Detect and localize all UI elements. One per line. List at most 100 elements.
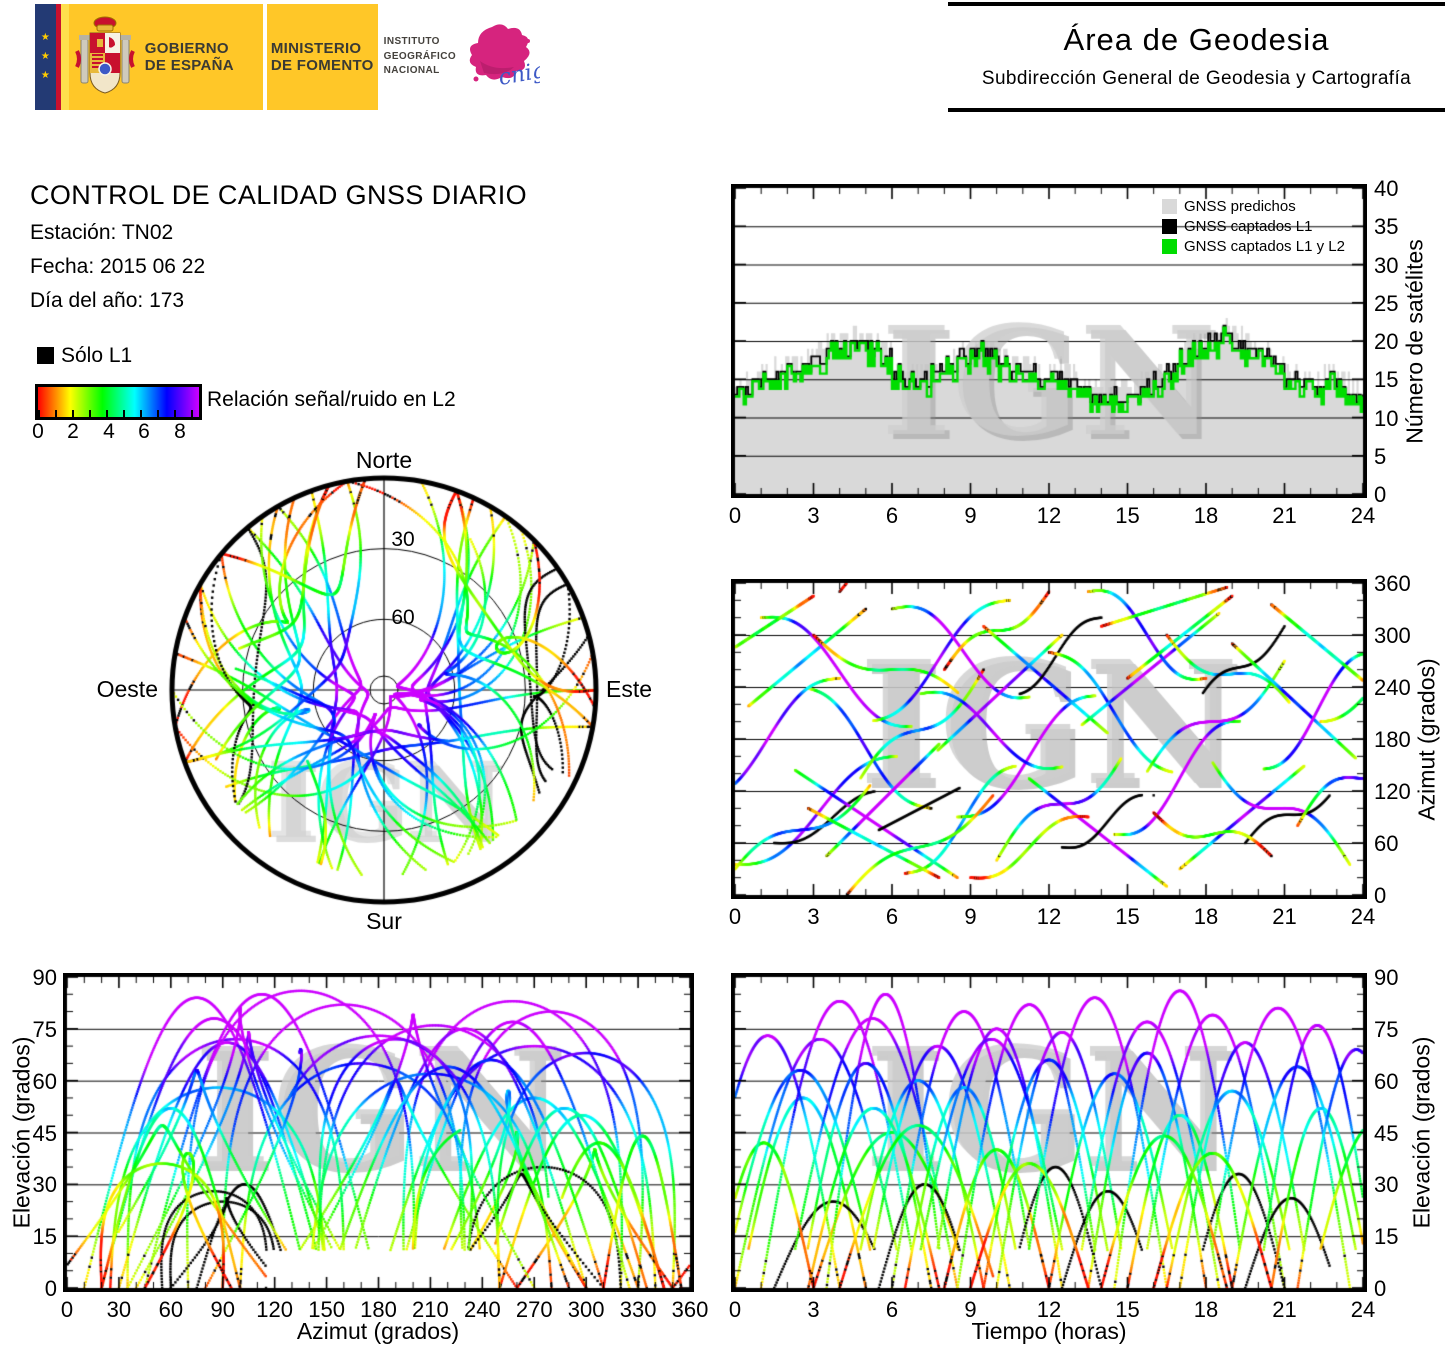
doy-line: Día del año: 173	[30, 289, 185, 312]
y-tick-label: 10	[1374, 405, 1399, 431]
skyplot-west-label: Oeste	[96, 676, 158, 702]
instituto-label: INSTITUTO GEOGRÁFICO NACIONAL	[383, 36, 456, 77]
predicted-swatch	[1162, 198, 1177, 214]
y-tick-label: 20	[1374, 329, 1399, 354]
y-tick-label: 180	[1374, 727, 1411, 752]
captured-l1l2-label: GNSS captados L1 y L2	[1184, 237, 1345, 255]
y-tick-label: 35	[1374, 214, 1399, 240]
x-tick-label: 330	[619, 1297, 657, 1322]
x-tick-label: 21	[1272, 503, 1297, 528]
azimuth-time-chart-canvas	[731, 579, 1367, 899]
x-tick-label: 15	[1115, 1297, 1140, 1322]
x-tick-label: 18	[1193, 503, 1219, 528]
gobierno-label: GOBIERNO DE ESPAÑA	[144, 39, 234, 74]
colorbar-tick-mark	[140, 410, 142, 417]
colorbar-label: Relación señal/ruido en L2	[207, 388, 456, 411]
x-tick-label: 0	[60, 1297, 74, 1322]
elevation-azimuth-chart-canvas	[63, 973, 694, 1292]
y-tick-label: 0	[1374, 883, 1387, 908]
x-tick-label: 0	[728, 1297, 742, 1322]
page-title: CONTROL DE CALIDAD GNSS DIARIO	[30, 180, 528, 210]
legend-row-l1: GNSS captados L1	[1162, 216, 1345, 236]
colorbar-tick-mark	[191, 410, 193, 417]
x-tick-label: 24	[1350, 503, 1376, 528]
x-tick-label: 300	[567, 1297, 605, 1322]
ministerio-label: MINISTERIO DE FOMENTO	[270, 39, 374, 74]
satellite-count-chart-canvas	[731, 184, 1367, 498]
y-tick-label: 0	[1374, 482, 1387, 507]
captured-l1l2-swatch	[1162, 238, 1177, 254]
segment-divider	[263, 4, 267, 110]
colorbar-tick-mark	[174, 410, 176, 417]
legend-row-l1l2: GNSS captados L1 y L2	[1162, 236, 1345, 256]
colorbar-tick-8: 8	[174, 420, 186, 443]
skyplot-ring-30-label: 30	[391, 528, 415, 551]
x-tick-label: 3	[807, 503, 820, 528]
y-tick-label: 25	[1374, 290, 1399, 316]
gobierno-segment: GOBIERNO DE ESPAÑA	[68, 4, 264, 110]
x-tick-label: 9	[964, 503, 977, 528]
captured-l1-swatch	[1162, 218, 1177, 234]
y-tick-label: 360	[1374, 571, 1411, 596]
x-tick-label: 60	[158, 1297, 184, 1322]
x-tick-label: 9	[964, 904, 977, 929]
x-tick-label: 6	[885, 1297, 899, 1322]
y-tick-label: 45	[1374, 1120, 1399, 1146]
x-tick-label: 12	[1036, 503, 1062, 528]
x-tick-label: 6	[885, 904, 899, 929]
x-tick-label: 15	[1115, 904, 1140, 929]
colorbar-tick-mark	[89, 410, 91, 417]
x-tick-label: 18	[1193, 1297, 1219, 1322]
coat-of-arms-icon	[74, 16, 135, 94]
x-tick-label: 6	[885, 503, 899, 528]
x-tick-label: 150	[308, 1297, 345, 1322]
colorbar-tick-mark	[38, 410, 40, 417]
y-tick-label: 15	[1374, 367, 1399, 393]
x-tick-label: 12	[1036, 904, 1062, 929]
skyplot-east-label: Este	[606, 676, 653, 702]
snr-colorbar	[35, 384, 202, 420]
x-tick-label: 210	[412, 1297, 449, 1322]
skyplot-ring-60-label: 60	[391, 606, 415, 629]
government-logo-band: ★ ★ ★	[35, 4, 540, 110]
y-tick-label: 90	[1374, 965, 1399, 990]
time-xlabel: Tiempo (horas)	[971, 1318, 1127, 1344]
colorbar-tick-0: 0	[32, 420, 44, 443]
y-tick-label: 0	[1374, 1276, 1387, 1301]
y-tick-label: 300	[1374, 623, 1411, 648]
elevation-time-chart-canvas	[731, 973, 1367, 1292]
area-geodesia-header: Área de Geodesia Subdirección General de…	[948, 2, 1445, 112]
x-tick-label: 24	[1350, 904, 1376, 929]
x-tick-label: 21	[1272, 1297, 1297, 1322]
y-tick-label: 15	[1374, 1224, 1399, 1250]
x-tick-label: 120	[256, 1297, 294, 1322]
y-tick-label: 60	[1374, 1068, 1399, 1094]
x-tick-label: 9	[964, 1297, 977, 1322]
colorbar-tick-mark	[106, 410, 108, 417]
y-tick-label: 90	[32, 965, 57, 990]
colorbar-tick-4: 4	[103, 420, 115, 443]
x-tick-label: 180	[360, 1297, 397, 1322]
satellite-count-legend: GNSS predichos GNSS captados L1 GNSS cap…	[1162, 196, 1345, 256]
y-tick-label: 30	[32, 1172, 57, 1198]
y-tick-label: 75	[32, 1016, 57, 1042]
captured-l1-label: GNSS captados L1	[1184, 217, 1313, 235]
x-tick-label: 12	[1036, 1297, 1062, 1322]
y-tick-label: 30	[1374, 252, 1399, 278]
y-tick-label: 75	[1374, 1016, 1399, 1042]
date-line: Fecha: 2015 06 22	[30, 255, 206, 278]
colorbar-tick-6: 6	[138, 420, 150, 443]
area-title: Área de Geodesia	[1063, 22, 1330, 57]
x-tick-label: 15	[1115, 503, 1140, 528]
y-tick-label: 15	[32, 1224, 57, 1250]
x-tick-label: 270	[515, 1297, 553, 1322]
x-tick-label: 90	[210, 1297, 235, 1322]
skyplot-south-label: Sur	[366, 908, 402, 934]
eu-flag-strip-icon: ★ ★ ★	[35, 4, 56, 110]
x-tick-label: 3	[807, 1297, 820, 1322]
x-tick-label: 21	[1272, 904, 1297, 929]
skyplot-north-label: Norte	[355, 447, 413, 473]
x-tick-label: 18	[1193, 904, 1219, 929]
colorbar-tick-mark	[157, 410, 159, 417]
x-tick-label: 360	[671, 1297, 709, 1322]
